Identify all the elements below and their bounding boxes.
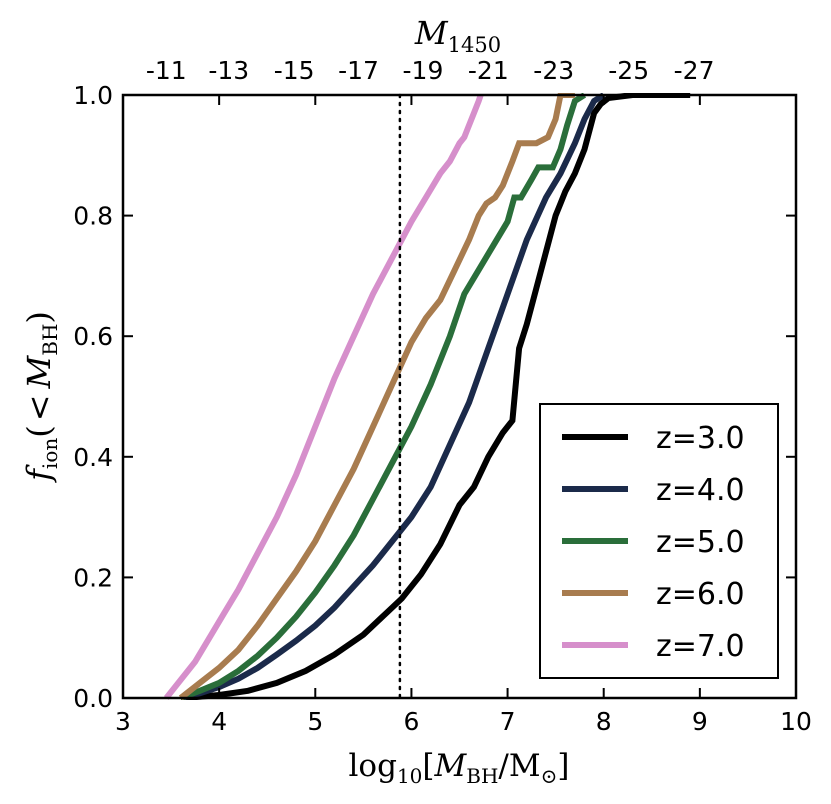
series-line-z-6-0 (178, 93, 575, 700)
x-axis-label: log10[MBH/M⊙] (349, 748, 570, 788)
y-label-open: ( (20, 425, 58, 437)
y-label-var: M (20, 354, 58, 389)
legend-label: z=3.0 (656, 421, 745, 456)
top-tick-label: -13 (208, 56, 249, 85)
top-tick-label: -25 (608, 56, 649, 85)
x-tick-label: 10 (780, 707, 812, 736)
x-tick-label: 8 (596, 707, 612, 736)
y-label-lt: < (20, 394, 58, 421)
series-line-z-7-0 (163, 94, 484, 700)
x-label-slash-msun: /M (498, 748, 540, 784)
y-tick-label: 0.8 (73, 202, 113, 231)
y-axis-label: fion(<MBH) (20, 311, 62, 483)
x-tick-label: 9 (692, 707, 708, 736)
y-tick-label: 0.0 (73, 684, 113, 713)
legend: z=3.0 z=4.0 z=5.0 z=6.0 z=7.0 (539, 403, 779, 679)
top-axis-label: M1450 (414, 14, 501, 57)
legend-label: z=5.0 (656, 525, 745, 560)
x-label-var-sub: BH (466, 764, 498, 788)
series-layer (163, 93, 691, 700)
x-label-open-bracket: [ (422, 748, 434, 784)
x-tick-label: 3 (115, 707, 131, 736)
top-tick-label: -21 (468, 56, 509, 85)
x-tick-label: 4 (211, 707, 227, 736)
x-tick-label: 6 (403, 707, 419, 736)
top-tick-label: -27 (674, 56, 715, 85)
x-label-close-bracket: ] (557, 748, 569, 784)
legend-label: z=4.0 (656, 473, 745, 508)
plot-area (123, 93, 796, 700)
legend-items: z=3.0 z=4.0 z=5.0 z=6.0 z=7.0 (562, 421, 745, 664)
x-tick-label: 5 (307, 707, 323, 736)
x-label-sun: ⊙ (541, 764, 558, 788)
y-tick-label: 0.4 (73, 443, 113, 472)
plot-frame (121, 93, 798, 700)
series-line-z-4-0 (179, 93, 606, 700)
ticks-layer: 3 4 5 6 7 8 9 100.00.20.40.60.81.0-11 -13 -15 -17-… (73, 56, 812, 736)
legend-label: z=6.0 (656, 577, 745, 612)
x-label-log-sub: 10 (397, 764, 422, 788)
x-label-log: log (349, 748, 397, 784)
series-line-z-5-0 (179, 93, 587, 700)
top-tick-label: -23 (533, 56, 574, 85)
y-tick-label: 1.0 (73, 81, 113, 110)
top-tick-label: -15 (274, 56, 315, 85)
top-axis-var: M (414, 14, 449, 52)
y-tick-label: 0.2 (73, 563, 113, 592)
top-tick-label: -19 (403, 56, 444, 85)
x-tick-label: 7 (500, 707, 516, 736)
top-tick-label: -11 (146, 56, 187, 85)
y-label-f-sub: ion (38, 438, 62, 469)
top-axis-sub: 1450 (448, 33, 501, 57)
x-label-var: M (434, 748, 468, 784)
legend-label: z=7.0 (656, 629, 745, 664)
top-tick-label: -17 (338, 56, 379, 85)
y-tick-label: 0.6 (73, 322, 113, 351)
series-line-z-3-0 (185, 93, 691, 700)
y-label-var-sub: BH (38, 324, 62, 356)
y-label-close: ) (20, 311, 58, 323)
